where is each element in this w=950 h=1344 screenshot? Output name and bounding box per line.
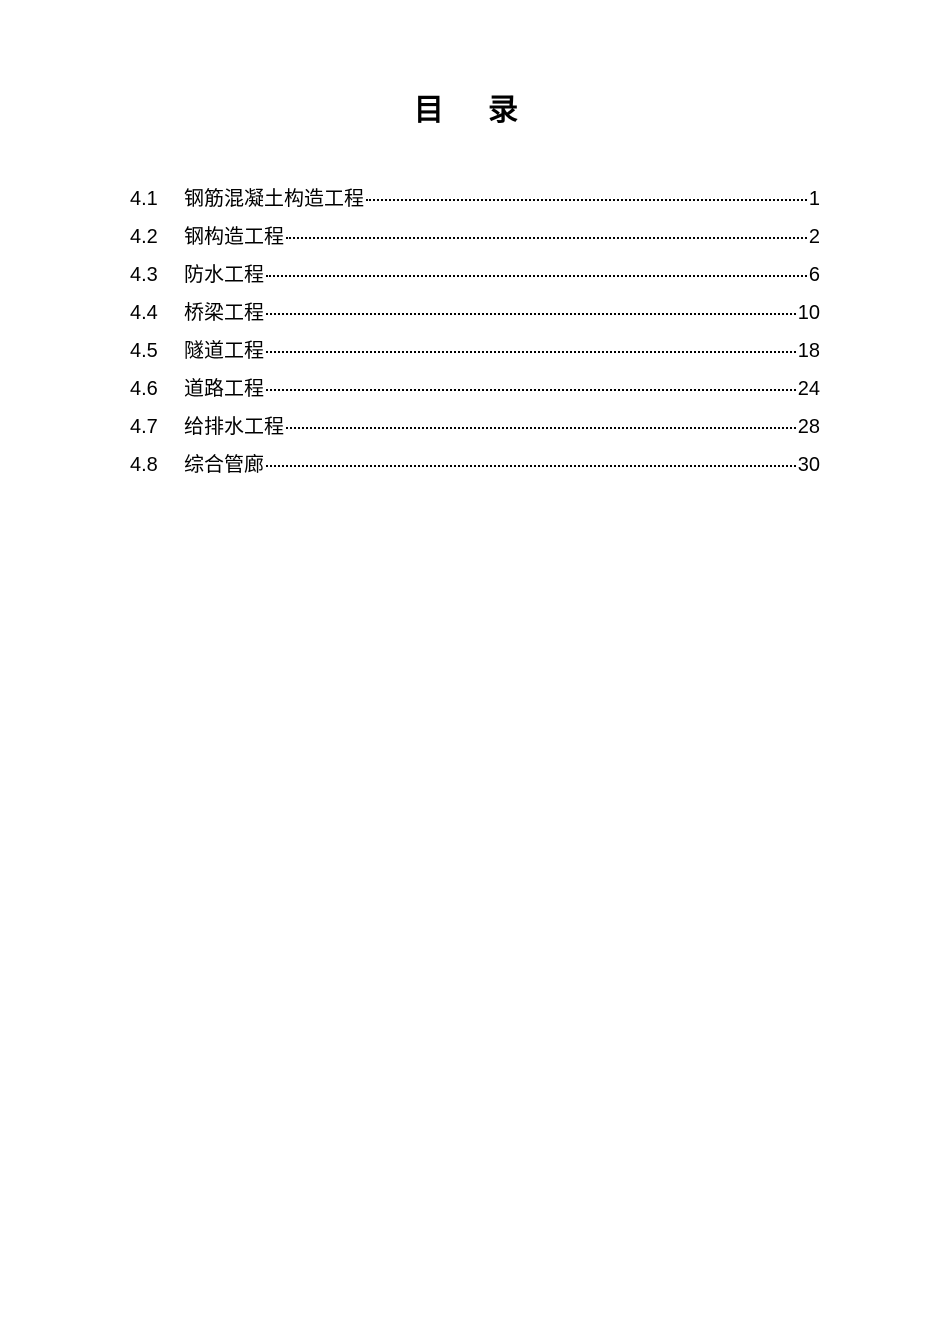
- toc-label: 道路工程: [184, 379, 264, 399]
- toc-label: 综合管廊: [184, 455, 264, 475]
- toc-dots: [286, 427, 796, 429]
- toc-page: 1: [809, 189, 820, 209]
- toc-dots: [266, 275, 807, 277]
- page-title: 目 录: [130, 85, 820, 129]
- toc-label: 给排水工程: [184, 417, 284, 437]
- toc-entry: 4.5 隧道工程 18: [130, 341, 820, 361]
- toc-dots: [366, 199, 807, 201]
- toc-page: 6: [809, 265, 820, 285]
- toc-dots: [286, 237, 807, 239]
- toc-entry: 4.4 桥梁工程 10: [130, 303, 820, 323]
- toc-dots: [266, 465, 796, 467]
- toc-entry: 4.1 钢筋混凝土构造工程 1: [130, 189, 820, 209]
- toc-label: 防水工程: [184, 265, 264, 285]
- toc-number: 4.4: [130, 303, 184, 323]
- toc-page: 30: [798, 455, 820, 475]
- toc-page: 24: [798, 379, 820, 399]
- toc-label: 隧道工程: [184, 341, 264, 361]
- toc-number: 4.8: [130, 455, 184, 475]
- toc-number: 4.7: [130, 417, 184, 437]
- toc-dots: [266, 351, 796, 353]
- toc-entry: 4.3 防水工程 6: [130, 265, 820, 285]
- toc-number: 4.2: [130, 227, 184, 247]
- toc-page: 28: [798, 417, 820, 437]
- toc-label: 钢构造工程: [184, 227, 284, 247]
- toc-entry: 4.6 道路工程 24: [130, 379, 820, 399]
- toc-number: 4.1: [130, 189, 184, 209]
- toc-page: 2: [809, 227, 820, 247]
- toc-entry: 4.8 综合管廊 30: [130, 455, 820, 475]
- toc-label: 桥梁工程: [184, 303, 264, 323]
- toc-label: 钢筋混凝土构造工程: [184, 189, 364, 209]
- toc-number: 4.6: [130, 379, 184, 399]
- toc-dots: [266, 389, 796, 391]
- toc-entry: 4.7 给排水工程 28: [130, 417, 820, 437]
- toc-number: 4.5: [130, 341, 184, 361]
- toc-page: 10: [798, 303, 820, 323]
- toc-entry: 4.2 钢构造工程 2: [130, 227, 820, 247]
- toc-list: 4.1 钢筋混凝土构造工程 1 4.2 钢构造工程 2 4.3 防水工程 6 4…: [130, 189, 820, 475]
- toc-dots: [266, 313, 796, 315]
- toc-number: 4.3: [130, 265, 184, 285]
- toc-page: 18: [798, 341, 820, 361]
